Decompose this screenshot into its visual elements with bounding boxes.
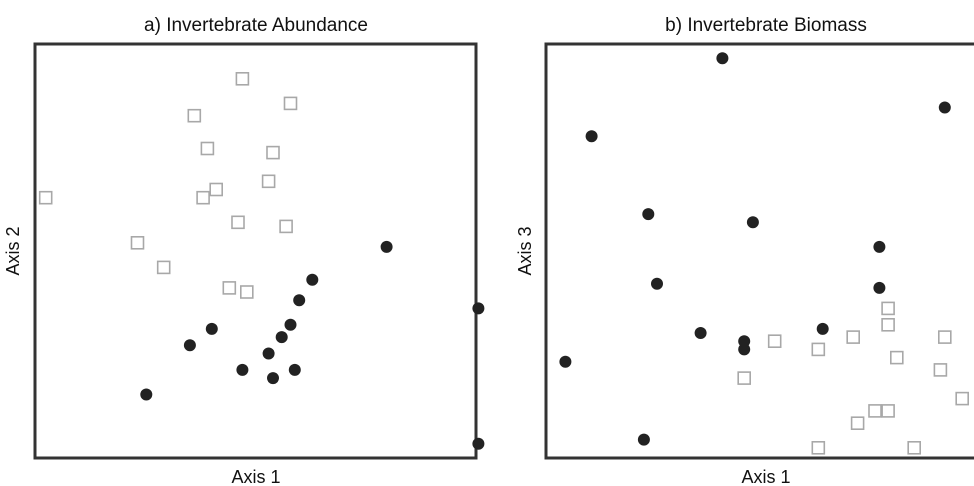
panel-b-series-0-point-9 bbox=[881, 301, 895, 316]
panel-a-series-1-point-13 bbox=[472, 437, 485, 450]
panel-a-series-0-point-4 bbox=[196, 190, 210, 205]
panel-b-series-1-point-8 bbox=[738, 335, 751, 348]
panel-b-series-1-point-11 bbox=[873, 240, 886, 253]
panel-a-series-0-point-6 bbox=[209, 182, 223, 197]
panel-b-series-0-point-6 bbox=[868, 404, 882, 418]
panel-a-marks bbox=[38, 72, 485, 450]
panel-a-series-0-point-12 bbox=[266, 145, 280, 160]
panel-b-series-1-point-2 bbox=[637, 433, 650, 446]
panel-b-series-1-point-5 bbox=[694, 327, 707, 339]
panel-a: a) Invertebrate Abundance Axis 1 Axis 2 bbox=[3, 15, 485, 486]
panel-a-series-1-point-6 bbox=[275, 331, 288, 344]
panel-b-series-0-point-12 bbox=[933, 363, 948, 377]
panel-a-y-axis-label: Axis 2 bbox=[3, 226, 23, 275]
panel-a-series-0-point-13 bbox=[279, 219, 293, 234]
panel-b-series-0-point-7 bbox=[881, 404, 895, 418]
panel-a-title: a) Invertebrate Abundance bbox=[144, 15, 368, 36]
panel-b-series-0-point-14 bbox=[955, 391, 970, 406]
panel-a-series-1-point-2 bbox=[205, 322, 218, 335]
panel-b-series-0-point-0 bbox=[737, 371, 752, 385]
panel-b-series-1-point-6 bbox=[716, 52, 729, 65]
panel-a-series-0-point-2 bbox=[156, 260, 171, 275]
panel-b-series-1-point-12 bbox=[873, 281, 886, 294]
panel-b-series-1-point-1 bbox=[585, 130, 598, 143]
panel-a-series-0-point-8 bbox=[231, 215, 245, 230]
panel-b-series-1-point-10 bbox=[816, 322, 829, 335]
panel-b-series-1-point-4 bbox=[651, 277, 663, 290]
panel-a-series-0-point-3 bbox=[187, 108, 202, 123]
panel-a-series-1-point-10 bbox=[306, 273, 319, 286]
panel-a-series-1-point-9 bbox=[293, 294, 306, 307]
panel-b-series-0-point-8 bbox=[881, 317, 895, 332]
panel-a-series-1-point-7 bbox=[284, 318, 297, 331]
panel-b-x-axis-label: Axis 1 bbox=[741, 467, 790, 486]
panel-a-series-0-point-10 bbox=[240, 285, 254, 299]
panel-b-series-0-point-10 bbox=[889, 350, 904, 365]
panel-b-series-1-point-13 bbox=[938, 101, 951, 114]
panel-a-series-1-point-0 bbox=[140, 388, 153, 401]
panel-b-marks bbox=[559, 52, 970, 455]
panel-b-series-0-point-11 bbox=[907, 440, 922, 455]
panel-b-y-axis-label: Axis 3 bbox=[515, 226, 535, 275]
panel-a-series-0-point-14 bbox=[283, 96, 298, 111]
panel-a-series-1-point-3 bbox=[236, 363, 249, 376]
panel-a-series-0-point-0 bbox=[38, 190, 53, 205]
panel-a-series-1-point-5 bbox=[262, 347, 275, 360]
panel-a-series-0-point-9 bbox=[235, 72, 250, 86]
panel-b-series-0-point-4 bbox=[846, 330, 861, 344]
panel-a-series-0-point-1 bbox=[130, 236, 145, 250]
panel-a-series-0-point-5 bbox=[200, 141, 215, 156]
panel-a-plot-frame bbox=[33, 42, 478, 460]
panel-b-series-1-point-0 bbox=[559, 355, 572, 368]
panel-b: b) Invertebrate Biomass Axis 1 Axis 3 bbox=[515, 15, 974, 486]
panel-a-series-0-point-11 bbox=[261, 174, 276, 189]
panel-a-series-1-point-1 bbox=[183, 339, 196, 352]
panel-a-series-0-point-7 bbox=[222, 281, 237, 295]
panel-b-series-1-point-7 bbox=[738, 343, 751, 356]
panel-a-series-1-point-11 bbox=[380, 240, 393, 253]
panel-b-plot-frame bbox=[544, 42, 974, 460]
panel-b-series-0-point-1 bbox=[767, 334, 782, 349]
panel-b-title: b) Invertebrate Biomass bbox=[665, 15, 867, 36]
panel-b-series-0-point-13 bbox=[937, 330, 952, 344]
panel-b-series-0-point-2 bbox=[811, 342, 826, 357]
panel-b-series-1-point-9 bbox=[746, 216, 759, 229]
panel-a-x-axis-label: Axis 1 bbox=[231, 467, 280, 486]
panel-a-series-1-point-4 bbox=[267, 372, 279, 385]
panel-b-series-1-point-3 bbox=[642, 208, 655, 221]
panel-b-series-0-point-5 bbox=[850, 416, 865, 431]
panel-a-series-1-point-8 bbox=[288, 363, 301, 376]
panel-b-series-0-point-3 bbox=[811, 440, 826, 455]
panel-a-series-1-point-12 bbox=[472, 302, 485, 315]
